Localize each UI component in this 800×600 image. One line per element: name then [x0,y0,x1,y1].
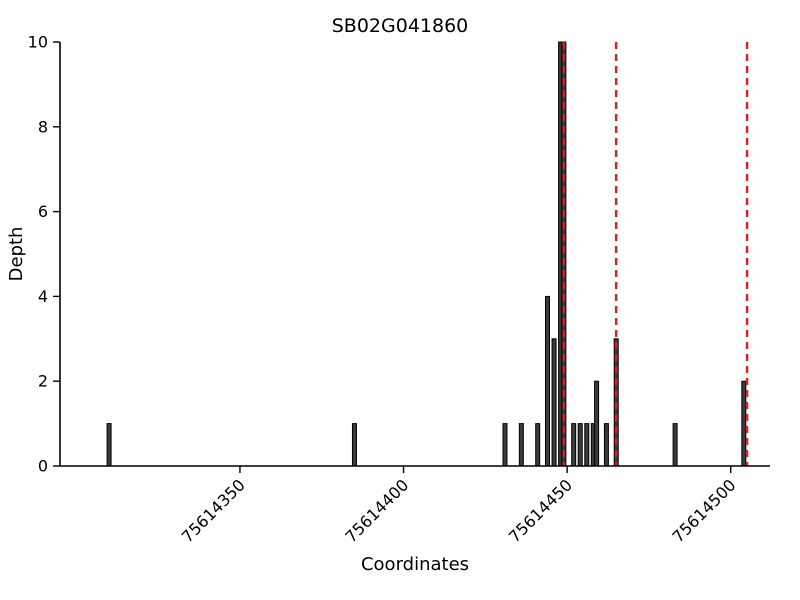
y-tick-label: 10 [28,33,48,52]
depth-bar [535,423,541,467]
depth-bar [545,295,551,467]
y-tick-label: 8 [38,117,48,136]
x-axis-label: Coordinates [361,554,469,575]
y-tick-label: 0 [38,457,48,476]
depth-bar [594,380,600,467]
depth-bar [741,380,747,467]
y-tick-label: 6 [38,202,48,221]
y-axis-label: Depth [6,227,27,282]
x-tick-label: 75614450 [505,475,576,546]
depth-bar [672,423,678,467]
depth-bar [584,423,590,467]
depth-bar [571,423,577,467]
depth-bar [351,423,357,467]
depth-bar [502,423,508,467]
plot-area: 0 2 4 6 8 10 75614350 75614400 75614450 75614500 [28,33,770,546]
depth-bar [518,423,524,467]
depth-bar [603,423,609,467]
y-tick-label: 2 [38,372,48,391]
x-tick-label: 75614400 [341,475,412,546]
x-tick-label: 75614350 [178,475,249,546]
depth-bar [551,338,557,467]
depth-bar [106,423,112,467]
chart-title: SB02G041860 [332,15,469,37]
y-tick-label: 4 [38,287,48,306]
depth-bar [577,423,583,467]
x-tick-label: 75614500 [669,475,740,546]
